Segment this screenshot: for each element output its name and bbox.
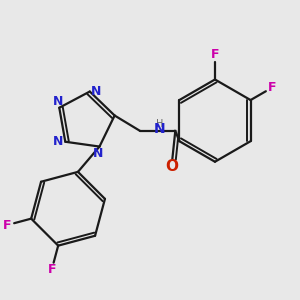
Text: H: H (156, 118, 164, 129)
Text: N: N (91, 85, 101, 98)
Text: F: F (268, 81, 277, 94)
Text: N: N (52, 95, 63, 108)
Text: O: O (165, 159, 178, 174)
Text: F: F (211, 48, 219, 61)
Text: N: N (53, 135, 63, 148)
Text: F: F (47, 263, 56, 276)
Text: F: F (3, 219, 11, 232)
Text: N: N (93, 146, 103, 160)
Text: N: N (154, 122, 166, 136)
